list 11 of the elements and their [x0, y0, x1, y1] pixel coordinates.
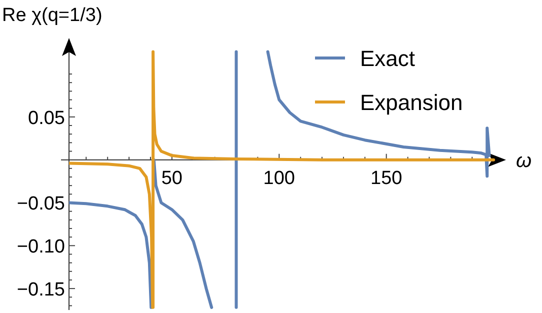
y-tick-label: −0.05 — [16, 194, 65, 215]
y-tick-label: −0.15 — [16, 280, 65, 301]
x-tick-label: 50 — [161, 168, 182, 189]
x-axis-title: ω — [516, 150, 532, 172]
y-axis-title: Re χ(q=1/3) — [2, 5, 102, 26]
x-tick-label: 100 — [263, 168, 295, 189]
legend-label: Expansion — [360, 90, 463, 115]
y-tick-label: −0.10 — [16, 236, 65, 258]
legend-label: Exact — [360, 46, 416, 71]
x-tick-label: 150 — [370, 168, 402, 189]
y-tick-label: 0.05 — [28, 108, 65, 129]
